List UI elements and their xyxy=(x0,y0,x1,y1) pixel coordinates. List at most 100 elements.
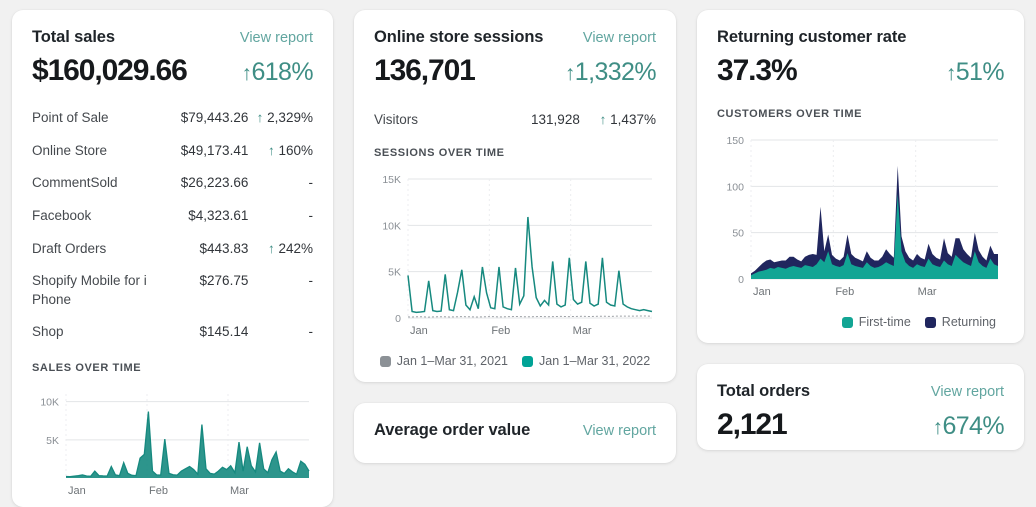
visitors-change-value: 1,437% xyxy=(610,112,656,127)
view-report-link-total-sales[interactable]: View report xyxy=(239,30,313,46)
svg-text:100: 100 xyxy=(726,181,744,193)
svg-text:0: 0 xyxy=(738,274,744,286)
legend-swatch-icon xyxy=(924,316,936,328)
breakdown-channel: Online Store xyxy=(32,142,108,158)
breakdown-amount: $49,173.41 xyxy=(180,142,249,158)
breakdown-change: ↑ 160% xyxy=(267,142,313,158)
table-row: Facebook $4,323.61 - xyxy=(32,207,313,226)
svg-text:15K: 15K xyxy=(382,174,401,186)
sales-over-time-label: SALES OVER TIME xyxy=(32,362,142,374)
table-row: Point of Sale $79,443.26 ↑ 2,329% xyxy=(32,109,313,128)
arrow-up-icon: ↑ xyxy=(945,62,957,85)
sales-over-time-chart[interactable]: 5K 10K Jan Feb Mar xyxy=(32,384,313,504)
sessions-over-time-label: SESSIONS OVER TIME xyxy=(374,147,505,159)
breakdown-change: ↑ 2,329% xyxy=(256,110,313,125)
svg-text:0: 0 xyxy=(395,313,401,325)
total-orders-delta-value: 674% xyxy=(942,412,1004,440)
arrow-up-icon: ↑ xyxy=(932,416,944,439)
svg-text:Mar: Mar xyxy=(918,286,937,298)
customers-legend: First-time Returning xyxy=(717,315,1004,329)
svg-text:50: 50 xyxy=(732,228,744,240)
metric-row: 2,121 ↑674% xyxy=(717,408,1005,442)
legend-item[interactable]: First-time xyxy=(841,315,911,329)
view-report-link-total-orders[interactable]: View report xyxy=(930,384,1004,400)
total-sales-delta: ↑618% xyxy=(241,58,314,87)
breakdown-amount: $443.83 xyxy=(199,240,249,256)
dashboard-column-3: Returning customer rate 37.3% ↑51% CUSTO… xyxy=(697,10,1024,450)
customers-over-time-label: CUSTOMERS OVER TIME xyxy=(717,108,863,120)
legend-label: First-time xyxy=(858,315,911,329)
svg-text:Feb: Feb xyxy=(835,286,854,298)
total-sales-value: $160,029.66 xyxy=(32,54,188,87)
legend-item[interactable]: Jan 1–Mar 31, 2021 xyxy=(379,354,508,368)
legend-item[interactable]: Jan 1–Mar 31, 2022 xyxy=(522,354,650,368)
sessions-title: Online store sessions xyxy=(374,28,544,46)
page-title: Total sales xyxy=(32,28,115,46)
sessions-legend: Jan 1–Mar 31, 2021 Jan 1–Mar 31, 2022 xyxy=(374,354,656,368)
sessions-over-time-chart[interactable]: 0 5K 10K 15K Jan Feb Mar xyxy=(374,169,656,344)
svg-text:Jan: Jan xyxy=(410,325,428,337)
svg-text:10K: 10K xyxy=(40,397,59,409)
dashboard-column-1: Total sales View report $160,029.66 ↑618… xyxy=(12,10,333,507)
breakdown-channel: CommentSold xyxy=(32,175,118,191)
view-report-link-aov[interactable]: View report xyxy=(582,423,656,439)
customers-over-time-chart[interactable]: 0 50 100 150 Jan Feb Mar xyxy=(717,130,1004,305)
svg-text:5K: 5K xyxy=(388,267,401,279)
legend-swatch-icon xyxy=(841,316,853,328)
breakdown-amount: $79,443.26 xyxy=(180,110,249,125)
sessions-delta-value: 1,332% xyxy=(574,58,657,86)
card-header: Online store sessions View report xyxy=(374,28,656,47)
breakdown-channel: Draft Orders xyxy=(32,240,107,256)
visitors-label: Visitors xyxy=(374,112,419,127)
svg-text:Feb: Feb xyxy=(491,325,510,337)
dashboard-column-2: Online store sessions View report 136,70… xyxy=(354,10,676,463)
svg-text:5K: 5K xyxy=(46,435,59,447)
breakdown-change: - xyxy=(308,175,313,191)
card-total-sales[interactable]: Total sales View report $160,029.66 ↑618… xyxy=(12,10,333,507)
legend-label: Returning xyxy=(941,315,996,329)
table-row: Shop $145.14 - xyxy=(32,323,313,342)
svg-text:Jan: Jan xyxy=(753,286,771,298)
aov-title: Average order value xyxy=(374,421,531,439)
card-returning-customer-rate[interactable]: Returning customer rate 37.3% ↑51% CUSTO… xyxy=(697,10,1024,343)
returning-rate-value: 37.3% xyxy=(717,54,798,87)
metric-row: $160,029.66 ↑618% xyxy=(32,54,314,88)
breakdown-amount: $145.14 xyxy=(199,324,249,340)
svg-text:Mar: Mar xyxy=(230,485,249,497)
svg-text:150: 150 xyxy=(726,135,744,147)
card-header: Total sales View report xyxy=(32,28,313,47)
card-total-orders[interactable]: Total orders View report 2,121 ↑674% xyxy=(697,364,1024,450)
card-header: Total orders View report xyxy=(717,382,1004,401)
view-report-link-sessions[interactable]: View report xyxy=(582,30,656,46)
breakdown-change: ↑ 242% xyxy=(267,240,313,256)
table-row: Shopify Mobile for iPhone $276.75 - xyxy=(32,272,313,309)
card-average-order-value[interactable]: Average order value View report xyxy=(354,403,676,463)
card-header: Average order value View report xyxy=(374,421,656,440)
breakdown-change: - xyxy=(308,207,313,223)
breakdown-channel: Shop xyxy=(32,324,64,340)
total-orders-delta: ↑674% xyxy=(932,412,1005,441)
legend-item[interactable]: Returning xyxy=(924,315,996,329)
breakdown-amount: $4,323.61 xyxy=(188,207,249,223)
total-orders-title: Total orders xyxy=(717,382,810,400)
breakdown-channel: Facebook xyxy=(32,207,92,223)
arrow-up-icon: ↑ xyxy=(564,62,576,85)
breakdown-change: - xyxy=(308,324,313,340)
metric-row: 136,701 ↑1,332% xyxy=(374,54,657,88)
visitors-value: 131,928 xyxy=(531,112,580,127)
arrow-up-icon: ↑ xyxy=(267,142,275,158)
total-orders-value: 2,121 xyxy=(717,408,788,441)
svg-text:Jan: Jan xyxy=(68,485,86,497)
arrow-up-icon: ↑ xyxy=(241,62,253,85)
returning-rate-title: Returning customer rate xyxy=(717,28,907,46)
metric-row: 37.3% ↑51% xyxy=(717,54,1005,88)
legend-swatch-icon xyxy=(522,355,533,367)
card-header: Returning customer rate xyxy=(717,28,1004,47)
table-row: Draft Orders $443.83 ↑ 242% xyxy=(32,240,313,259)
breakdown-amount: $276.75 xyxy=(199,273,249,289)
svg-text:Mar: Mar xyxy=(573,325,592,337)
sessions-delta: ↑1,332% xyxy=(564,58,657,87)
card-online-store-sessions[interactable]: Online store sessions View report 136,70… xyxy=(354,10,676,382)
breakdown-amount: $26,223.66 xyxy=(180,175,249,191)
